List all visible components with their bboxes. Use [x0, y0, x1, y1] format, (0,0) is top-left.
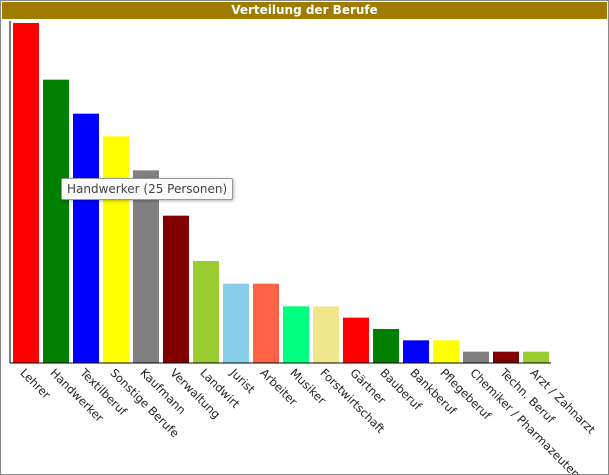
- bar: [343, 317, 369, 363]
- bar: [523, 351, 549, 363]
- bar: [433, 340, 459, 363]
- bar: [403, 340, 429, 363]
- chart-title: Verteilung der Berufe: [2, 2, 607, 19]
- bar: [13, 23, 39, 363]
- tooltip: Handwerker (25 Personen): [61, 178, 234, 200]
- bar: [133, 170, 159, 363]
- x-tick-label: Lehrer: [17, 366, 53, 402]
- bar: [103, 136, 129, 363]
- bar: [73, 113, 99, 364]
- bar: [253, 283, 279, 363]
- bar: [193, 261, 219, 363]
- bar: [43, 79, 69, 364]
- bar: [283, 306, 309, 363]
- bar: [493, 351, 519, 363]
- bar: [373, 329, 399, 363]
- bar: [463, 351, 489, 363]
- bar: [163, 215, 189, 363]
- bar: [313, 306, 339, 363]
- bar: [223, 283, 249, 363]
